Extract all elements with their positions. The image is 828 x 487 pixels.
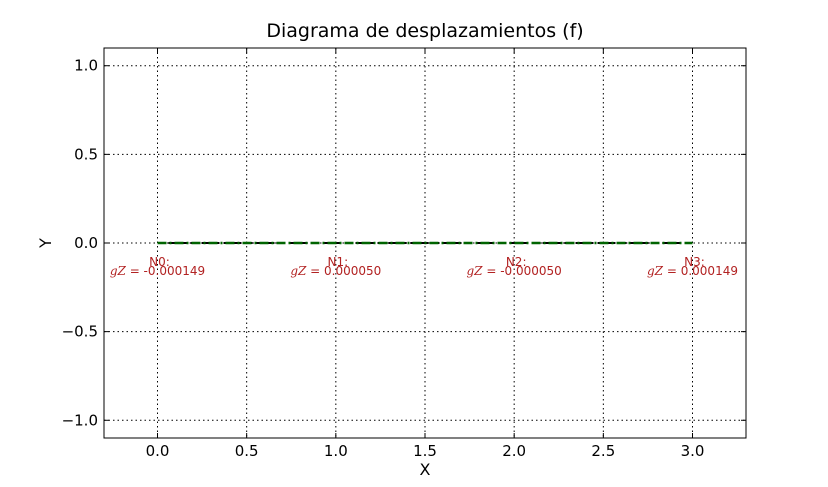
node-annotation: N3:gZ = 0.000149	[647, 255, 738, 278]
chart-title: Diagrama de desplazamientos (f)	[266, 20, 583, 42]
node-annotation: N0:gZ = -0.000149	[110, 255, 205, 278]
y-tick-label: 0.5	[74, 145, 98, 163]
x-tick-label: 1.0	[324, 442, 348, 460]
y-tick-label: 0.0	[74, 234, 98, 252]
x-tick-label: 2.5	[591, 442, 615, 460]
node-label: N2:	[506, 255, 527, 269]
node-label: N3:	[684, 255, 705, 269]
displacement-value: gZ = 0.000050	[290, 264, 381, 278]
node-annotation: N2:gZ = -0.000050	[467, 255, 562, 278]
x-tick-label: 2.0	[502, 442, 526, 460]
x-tick-label: 0.0	[146, 442, 170, 460]
y-tick-label: −0.5	[62, 323, 98, 341]
x-tick-label: 0.5	[235, 442, 259, 460]
node-label: N1:	[328, 255, 349, 269]
displacement-value: gZ = 0.000149	[647, 264, 738, 278]
displacement-value: gZ = -0.000149	[110, 264, 205, 278]
y-tick-label: −1.0	[62, 411, 98, 429]
y-tick-label: 1.0	[74, 57, 98, 75]
node-annotation: N1:gZ = 0.000050	[290, 255, 381, 278]
y-axis-label: Y	[36, 238, 55, 249]
axis-ticks: 0.0 0.5 1.0 1.5 2.0 2.5 3.0 1.0 0.5 0.0 −0.5 −1.0	[62, 48, 746, 460]
displacement-value: gZ = -0.000050	[467, 264, 562, 278]
node-label: N0:	[149, 255, 170, 269]
x-tick-label: 1.5	[413, 442, 437, 460]
x-tick-label: 3.0	[681, 442, 705, 460]
x-axis-label: X	[420, 460, 431, 479]
